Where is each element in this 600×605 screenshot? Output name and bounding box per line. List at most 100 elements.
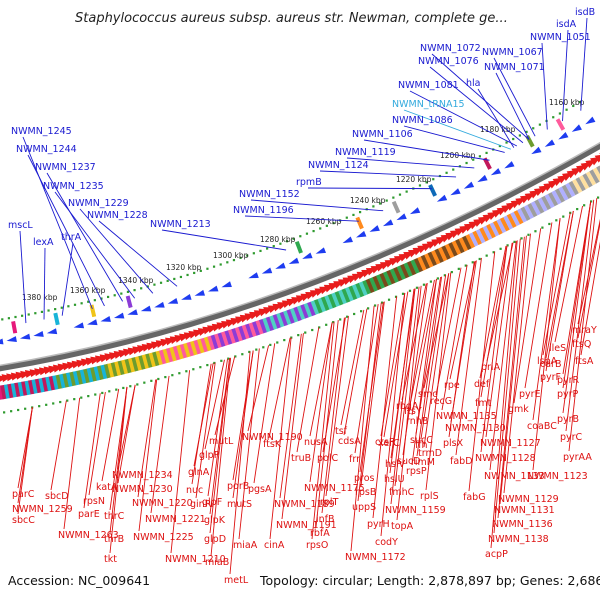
lower-gene-label: miaA — [233, 540, 258, 551]
inner-dot-track — [304, 331, 306, 333]
inner-dot-track — [59, 401, 61, 403]
outer-dot-track — [8, 317, 10, 319]
reverse-strand-arrow — [530, 147, 542, 157]
reverse-strand-arrow — [274, 263, 285, 272]
kbp-tick: 1280 kbp — [260, 235, 296, 244]
kbp-tick: 1260 kbp — [306, 217, 342, 226]
outer-dot-track — [186, 274, 188, 276]
upper-gene-label: NWMN_1228 — [87, 210, 148, 221]
inner-dot-track — [45, 404, 47, 406]
upper-feature — [392, 201, 401, 214]
inner-dot-track — [17, 409, 19, 411]
upper-gene-label: NWMN_1076 — [418, 56, 479, 67]
lower-gene-label: NWMN_1128 — [475, 453, 536, 464]
outer-dot-track — [386, 199, 388, 201]
outer-dot-track — [259, 250, 261, 252]
reverse-strand-arrow — [489, 168, 501, 178]
upper-leader-line — [245, 216, 359, 221]
lower-gene-label: NWMN_1263 — [58, 530, 119, 541]
upper-leader-line — [320, 171, 456, 177]
upper-gene-labels: isdBisdANWMN_1051NWMN_1067NWMN_1072NWMN_… — [8, 7, 595, 323]
outer-dot-track — [21, 315, 23, 317]
inner-dot-track — [541, 227, 543, 229]
upper-gene-label: NWMN_1213 — [150, 219, 211, 230]
upper-gene-label: NWMN_1106 — [352, 129, 413, 140]
outer-dot-track — [539, 124, 541, 126]
upper-gene-label: isdA — [556, 19, 577, 30]
outer-dot-track — [107, 296, 109, 298]
outer-dot-track — [312, 230, 314, 232]
outer-dot-track — [74, 304, 76, 306]
inner-dot-track — [409, 290, 411, 292]
lower-gene-label: topA — [391, 521, 414, 532]
outer-dot-track — [266, 247, 268, 249]
reverse-strand-arrow — [127, 309, 138, 317]
lower-gene-label: pyrH — [367, 519, 390, 530]
outer-dot-track — [565, 109, 567, 111]
outer-dot-track — [167, 280, 169, 282]
lower-gene-label: NWMN_1220 — [132, 498, 193, 509]
lower-gene-label: NWMN_1133 — [484, 471, 545, 482]
inner-dot-track — [185, 370, 187, 372]
kbp-tick: 1320 kbp — [166, 263, 202, 272]
outer-dot-track — [452, 168, 454, 170]
outer-dot-track — [372, 205, 374, 207]
outer-dot-track — [133, 289, 135, 291]
lower-leader-line — [171, 370, 190, 553]
upper-gene-label: lexA — [33, 237, 54, 248]
topology-text: Topology: circular; Length: 2,878,897 bp… — [259, 573, 600, 588]
outer-dot-track — [306, 233, 308, 235]
inner-dot-track — [486, 255, 488, 257]
lower-gene-label: NWMN_1131 — [494, 505, 555, 516]
inner-dot-track — [262, 346, 264, 348]
lower-gene-label: glnA — [188, 467, 210, 478]
lower-gene-label: fabD — [450, 456, 473, 467]
kbp-tick: 1240 kbp — [350, 196, 386, 205]
upper-gene-label: NWMN_1244 — [16, 144, 77, 155]
outer-dot-track — [140, 287, 142, 289]
lower-gene-label: mutL — [209, 436, 234, 447]
lower-gene-label: katA — [96, 482, 118, 493]
reverse-strand-arrow — [584, 117, 596, 127]
outer-dot-track — [532, 127, 534, 129]
inner-dot-track — [597, 196, 599, 198]
inner-dot-track — [353, 313, 355, 315]
reverse-strand-arrow — [395, 213, 407, 223]
upper-gene-label: NWMN_1071 — [484, 62, 545, 73]
inner-dot-track — [269, 344, 271, 346]
reverse-strand-arrow — [476, 175, 488, 185]
reverse-strand-arrow — [86, 319, 97, 327]
lower-gene-label: pyrAA — [563, 452, 592, 463]
lower-gene-label: pgsA — [248, 484, 272, 495]
lower-gene-label: fmt — [475, 398, 492, 409]
outer-dot-track — [559, 112, 561, 114]
outer-dot-track — [34, 312, 36, 314]
reverse-strand-arrow — [557, 132, 569, 142]
reverse-strand-arrow — [301, 253, 312, 262]
lower-gene-label: sucC — [410, 435, 433, 446]
outer-dot-track — [160, 282, 162, 284]
inner-dot-track — [73, 398, 75, 400]
upper-gene-label: NWMN_1235 — [43, 181, 104, 192]
outer-dot-track — [552, 116, 554, 118]
outer-dot-track — [213, 266, 215, 268]
inner-dot-track — [24, 408, 26, 410]
lower-gene-label: ftsQ — [572, 339, 591, 350]
inner-dot-track — [115, 389, 117, 391]
lower-gene-label: NWMN_1175 — [304, 483, 365, 494]
lower-leader-line — [208, 359, 228, 496]
inner-dot-track — [479, 258, 481, 260]
kbp-tick: 1220 kbp — [396, 175, 432, 184]
inner-dot-track — [555, 219, 557, 221]
inner-dot-track — [367, 307, 369, 309]
lower-gene-label: NWMN_1191 — [276, 520, 337, 531]
upper-leader-line — [308, 188, 432, 189]
upper-feature — [556, 118, 565, 130]
lower-gene-label: sbcD — [45, 491, 69, 502]
inner-dot-track — [283, 339, 285, 341]
inner-dot-track — [534, 230, 536, 232]
upper-feature — [90, 305, 97, 318]
outer-dot-track — [206, 268, 208, 270]
